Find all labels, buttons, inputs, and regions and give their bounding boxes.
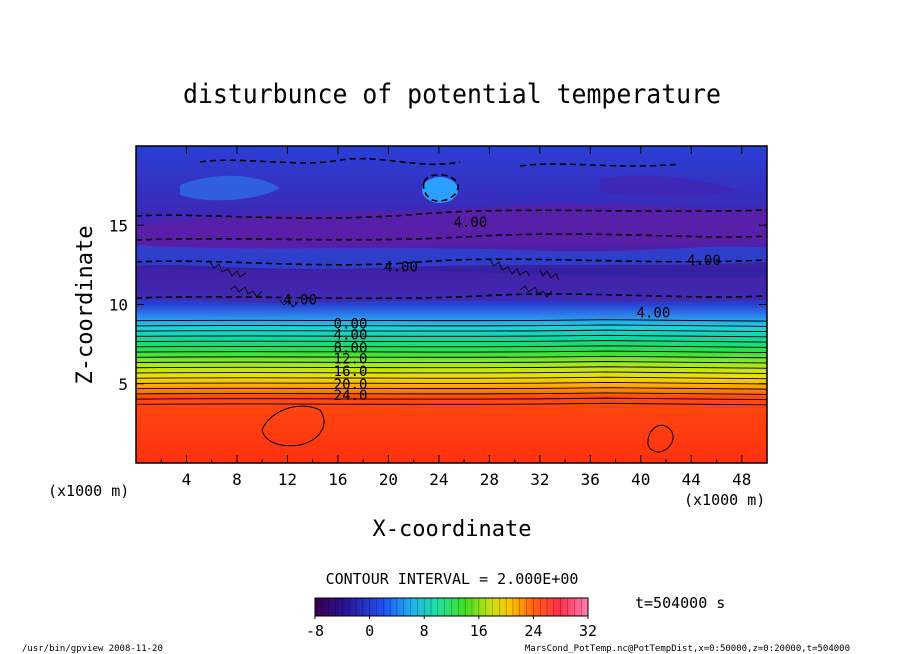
colorbar-frame xyxy=(314,597,589,617)
colorbar-tick-label: 24 xyxy=(524,622,542,640)
contour-label: 24.0 xyxy=(334,388,368,404)
x-axis-label: X-coordinate xyxy=(373,517,532,542)
x-unit-left: (x1000 m) xyxy=(48,482,129,500)
x-axis: 4 8 12 16 20 24 28 32 36 40 44 48 xyxy=(160,146,751,489)
dashed-contours xyxy=(136,157,767,300)
cool-patch-right xyxy=(600,175,740,197)
footer-left: /usr/bin/gpview 2008-11-20 xyxy=(22,644,163,654)
x-tick-label: 36 xyxy=(581,470,600,489)
colorbar-tick-label: 8 xyxy=(420,622,429,640)
time-label: t=504000 s xyxy=(635,594,725,612)
colorbar-ticks: -8 0 8 16 24 32 xyxy=(306,616,597,640)
stratification-contour xyxy=(136,324,767,327)
stratification-contour xyxy=(136,355,767,359)
stratification-contour xyxy=(136,392,767,395)
chart-title: disturbunce of potential temperature xyxy=(183,79,721,110)
y-tick-label: 15 xyxy=(109,216,128,235)
y-tick-label: 10 xyxy=(109,296,128,315)
colorbar-stripes xyxy=(321,598,582,616)
x-tick-label: 48 xyxy=(732,470,751,489)
x-tick-label: 12 xyxy=(278,470,297,489)
x-unit-right: (x1000 m) xyxy=(684,491,765,509)
stratification-contour xyxy=(136,366,767,369)
x-tick-label: 28 xyxy=(480,470,499,489)
stratification-contour xyxy=(136,345,767,348)
x-tick-label: 32 xyxy=(530,470,549,489)
x-tick-label: 44 xyxy=(682,470,701,489)
stratification-contour xyxy=(136,319,767,322)
contour-label: 4.00 xyxy=(283,293,317,309)
y-tick-label: 5 xyxy=(118,375,128,394)
contour-label: 4.00 xyxy=(384,259,418,275)
noisy-contours xyxy=(209,259,560,308)
contour-label: 0.00 xyxy=(334,317,368,333)
stratification-contour xyxy=(136,350,767,353)
colorbar-tick-label: 0 xyxy=(365,622,374,640)
warm-cell-top xyxy=(422,177,458,203)
plot-area: 4.004.004.004.004.000.004.008.0012.016.0… xyxy=(136,146,767,463)
lower-contour-left xyxy=(261,405,325,447)
contour-label: 16.0 xyxy=(334,364,368,380)
y-axis: 5 10 15 xyxy=(109,216,767,394)
contour-label: 4.00 xyxy=(334,328,368,344)
lower-contour-right xyxy=(647,424,674,453)
colorbar-tick-label: 16 xyxy=(470,622,488,640)
x-tick-label: 4 xyxy=(182,470,192,489)
x-tick-label: 24 xyxy=(429,470,448,489)
stratification-contour xyxy=(136,361,767,364)
y-axis-label: Z-coordinate xyxy=(73,226,98,385)
stratified-contours xyxy=(136,319,767,406)
stratification-contour xyxy=(136,340,767,343)
stratification-contour xyxy=(136,334,767,338)
blue-band-mid xyxy=(136,245,767,269)
contour-label: 20.0 xyxy=(334,377,368,393)
colorbar-tick-label: -8 xyxy=(306,622,324,640)
x-tick-label: 8 xyxy=(232,470,242,489)
colorbar: -8 0 8 16 24 32 xyxy=(306,597,597,640)
x-tick-label: 40 xyxy=(631,470,650,489)
contour-label: 4.00 xyxy=(454,215,488,231)
stratification-contour xyxy=(136,329,767,333)
stratification-contour xyxy=(136,371,767,374)
contour-label: 12.0 xyxy=(334,351,368,367)
stratification-contour xyxy=(136,387,767,390)
contour-labels: 4.004.004.004.004.000.004.008.0012.016.0… xyxy=(283,215,721,404)
footer-right: MarsCond_PotTemp.nc@PotTempDist,x=0:5000… xyxy=(525,644,850,654)
stratification-contour xyxy=(136,402,767,406)
contour-label: 4.00 xyxy=(687,253,721,269)
colorbar-tick-label: 32 xyxy=(579,622,597,640)
contour-label: 4.00 xyxy=(637,305,671,321)
x-tick-label: 16 xyxy=(328,470,347,489)
stratification-contour xyxy=(136,397,767,401)
x-tick-label: 20 xyxy=(379,470,398,489)
contour-interval-label: CONTOUR INTERVAL = 2.000E+00 xyxy=(326,570,579,588)
warm-blob-top-left xyxy=(180,175,280,201)
stratification-contour xyxy=(136,376,767,380)
purple-band-upper xyxy=(136,203,767,254)
stratification-contour xyxy=(136,381,767,385)
contour-label: 8.00 xyxy=(334,340,368,356)
